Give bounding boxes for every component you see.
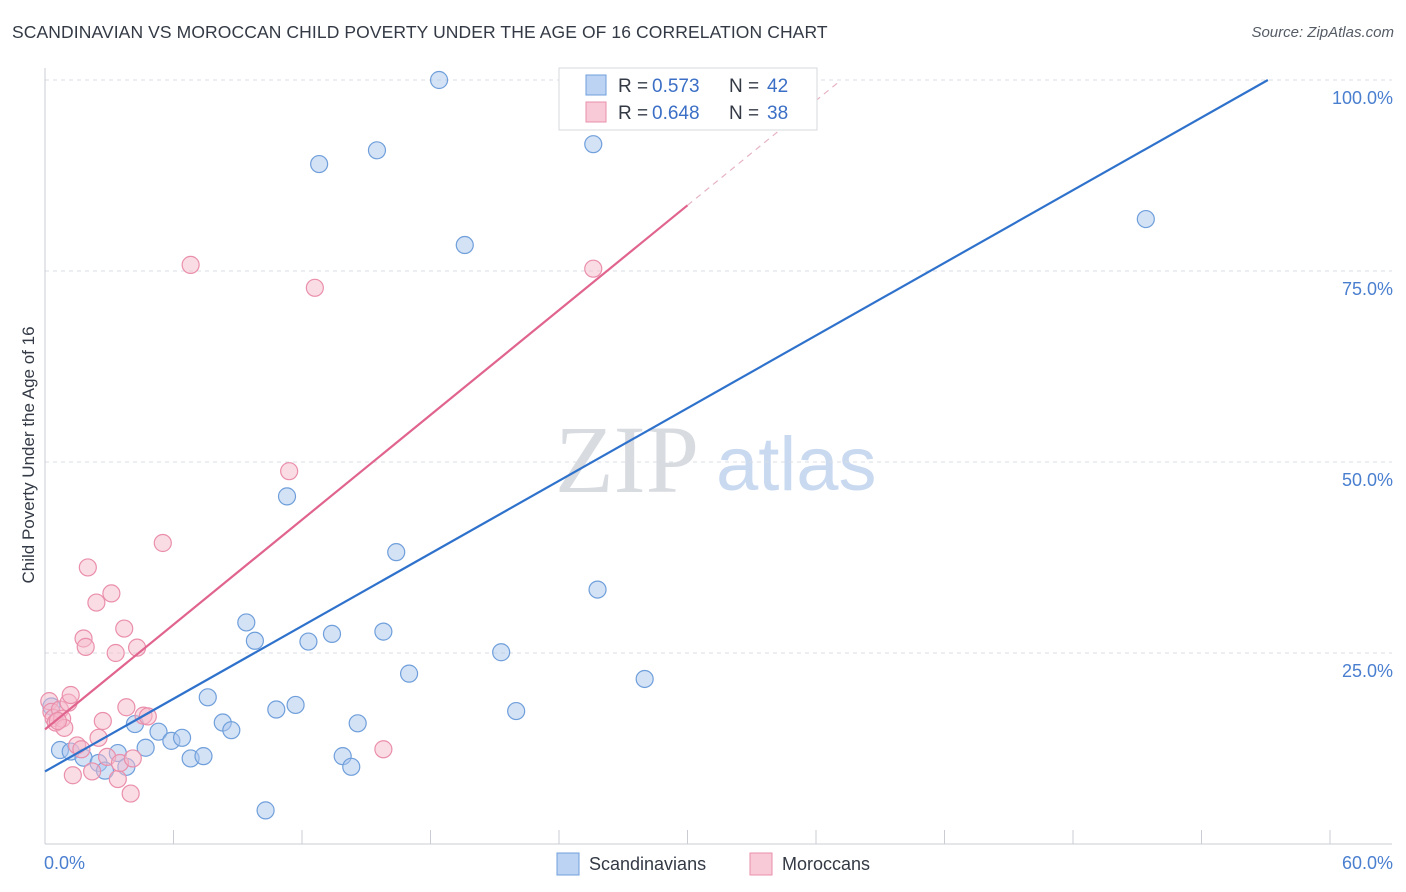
moroccans-trend-line: [44, 204, 689, 731]
scandinavians-point-11: [172, 728, 192, 747]
moroccans-point-8: [61, 685, 80, 705]
scandinavians-point-31: [387, 543, 406, 562]
y-tick-label-2: 50.0%: [1342, 470, 1393, 490]
scandinavians-point-17: [237, 613, 256, 632]
moroccans-point-34: [305, 278, 324, 297]
scandinavians-point-20: [267, 700, 286, 719]
scandinavians-trend-line: [44, 79, 1269, 773]
scandinavians-point-13: [194, 747, 213, 766]
moroccans-point-35: [374, 740, 393, 759]
moroccans-point-22: [108, 769, 127, 789]
moroccans-point-36: [584, 259, 603, 278]
y-tick-label-1: 75.0%: [1342, 279, 1393, 299]
scandinavians-point-8: [136, 738, 155, 757]
moroccans-point-20: [102, 584, 121, 603]
scandinavians-point-24: [310, 154, 329, 174]
legend-r-value-moroccans: 0.648: [652, 103, 700, 124]
y-axis-label: Child Poverty Under the Age of 16: [19, 326, 38, 583]
scandinavians-point-40: [1136, 209, 1155, 229]
scandinavians-point-25: [322, 624, 342, 644]
moroccans-point-24: [115, 619, 134, 638]
x-tick-label-min: 0.0%: [44, 853, 85, 873]
source-label: Source: ZipAtlas.com: [1251, 24, 1394, 41]
moroccans-point-25: [117, 698, 136, 717]
chart-title: SCANDINAVIAN VS MOROCCAN CHILD POVERTY U…: [12, 22, 828, 42]
watermark-atlas: atlas: [716, 422, 877, 507]
watermark: ZIP atlas: [555, 406, 877, 513]
moroccans-point-16: [87, 593, 106, 612]
moroccans-point-32: [181, 255, 200, 274]
scandinavians-point-33: [429, 70, 449, 90]
scandinavians-point-29: [367, 141, 387, 160]
bottom-legend-swatch-moroccans: [749, 852, 773, 876]
scandinavians-point-23: [299, 632, 318, 651]
x-tick-label-max: 60.0%: [1342, 853, 1393, 873]
scandinavians-point-28: [348, 714, 367, 733]
moroccans-point-30: [138, 707, 157, 726]
legend-swatch-scandinavians: [585, 74, 607, 96]
scandinavians-point-35: [492, 643, 511, 662]
moroccans-point-9: [63, 766, 82, 785]
scandinavians-point-14: [198, 688, 217, 707]
tick-labels: 100.0% 75.0% 50.0% 25.0% 0.0% 60.0%: [44, 88, 1393, 873]
legend-n-label-scandinavians: N =: [729, 76, 759, 97]
scandinavians-point-21: [277, 487, 297, 506]
moroccans-point-31: [153, 533, 172, 553]
bottom-legend-swatch-scandinavians: [556, 852, 580, 876]
watermark-zip: ZIP: [555, 406, 699, 513]
series-legend: Scandinavians Moroccans: [556, 852, 870, 876]
legend-swatch-moroccans: [585, 101, 607, 123]
grid: [45, 79, 1392, 654]
scandinavians-point-37: [584, 135, 603, 154]
y-tick-label-0: 100.0%: [1332, 88, 1393, 108]
scandinavians-point-38: [588, 580, 607, 599]
correlation-legend: R = 0.573 N = 42 R = 0.648 N = 38: [558, 67, 818, 131]
moroccans-point-15: [83, 762, 102, 781]
scandinavians-point-27: [342, 757, 361, 776]
legend-r-label-moroccans: R =: [618, 103, 648, 124]
legend-n-value-moroccans: 38: [767, 103, 788, 124]
y-tick-label-3: 25.0%: [1342, 661, 1393, 681]
moroccans-point-13: [76, 637, 95, 656]
bottom-legend-scandinavians: Scandinavians: [589, 854, 706, 874]
scandinavians-point-9: [149, 722, 168, 741]
scandinavians-point-39: [635, 669, 654, 689]
legend-r-value-scandinavians: 0.573: [652, 76, 700, 97]
scandinavians-point-32: [399, 664, 419, 683]
legend-n-label-moroccans: N =: [729, 103, 759, 124]
scandinavians-point-34: [455, 235, 474, 255]
bottom-legend-moroccans: Moroccans: [782, 854, 870, 874]
moroccans-point-27: [123, 749, 142, 768]
scandinavians-point-22: [286, 695, 305, 715]
scandinavians-point-16: [222, 721, 241, 740]
scandinavians-point-30: [374, 622, 393, 641]
moroccans-point-18: [93, 711, 112, 731]
moroccans-point-33: [280, 462, 299, 481]
trend-lines: [44, 79, 1269, 773]
moroccans-point-14: [78, 558, 97, 577]
scandinavians-point-18: [245, 631, 264, 650]
moroccans-point-26: [121, 784, 140, 803]
moroccans-point-21: [106, 643, 125, 663]
scandinavians-point-36: [507, 701, 526, 721]
moroccans-points: [40, 255, 603, 803]
scandinavians-point-19: [256, 801, 275, 820]
legend-r-label-scandinavians: R =: [618, 76, 648, 97]
legend-n-value-scandinavians: 42: [767, 76, 788, 97]
moroccans-point-17: [89, 728, 108, 747]
